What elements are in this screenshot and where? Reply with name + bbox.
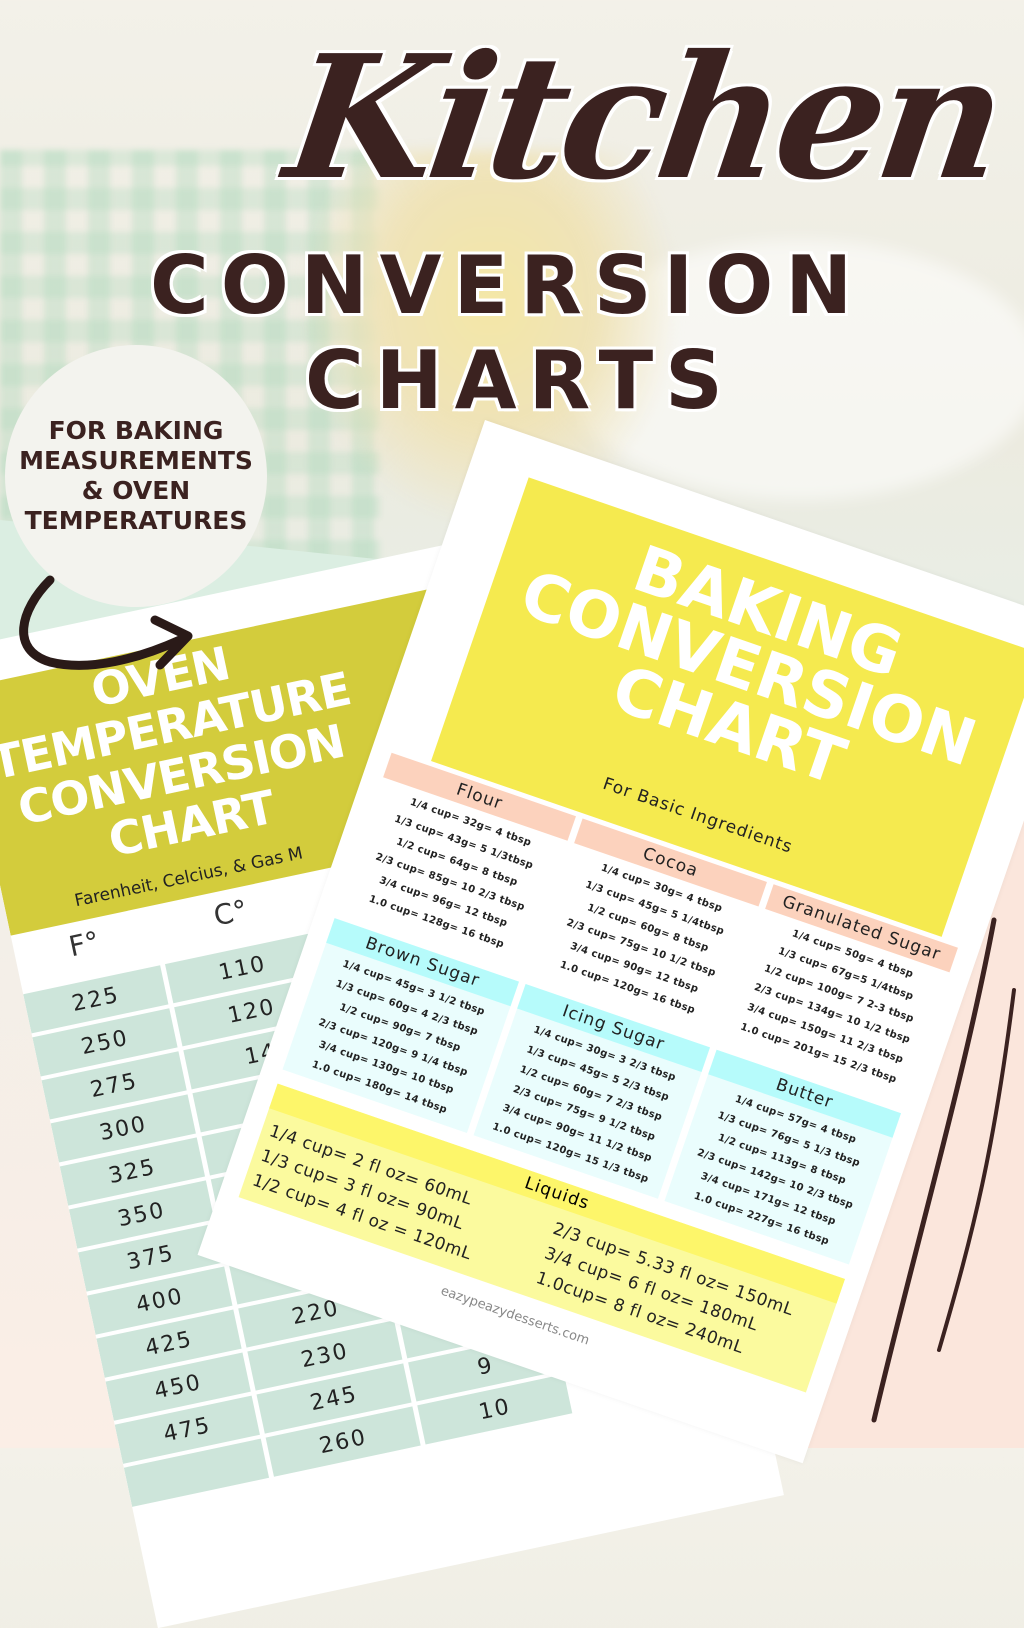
badge-line: FOR BAKING xyxy=(48,416,224,445)
column-header-celsius: C° xyxy=(210,893,251,933)
title-conversion: CONVERSION xyxy=(150,239,865,332)
badge-line: & OVEN xyxy=(81,476,191,505)
decorative-brush-strokes xyxy=(871,917,1016,1423)
column-header-fahrenheit: F° xyxy=(65,924,103,964)
title-kitchen: Kitchen xyxy=(275,18,1012,218)
title-charts: CHARTS xyxy=(305,334,735,427)
badge-line: TEMPERATURES xyxy=(24,506,248,535)
info-badge: FOR BAKING MEASUREMENTS & OVEN TEMPERATU… xyxy=(5,345,267,607)
badge-line: MEASUREMENTS xyxy=(19,446,253,475)
baking-chart-title: BAKING CONVERSION CHART xyxy=(511,532,985,801)
curved-arrow-icon xyxy=(19,575,193,670)
